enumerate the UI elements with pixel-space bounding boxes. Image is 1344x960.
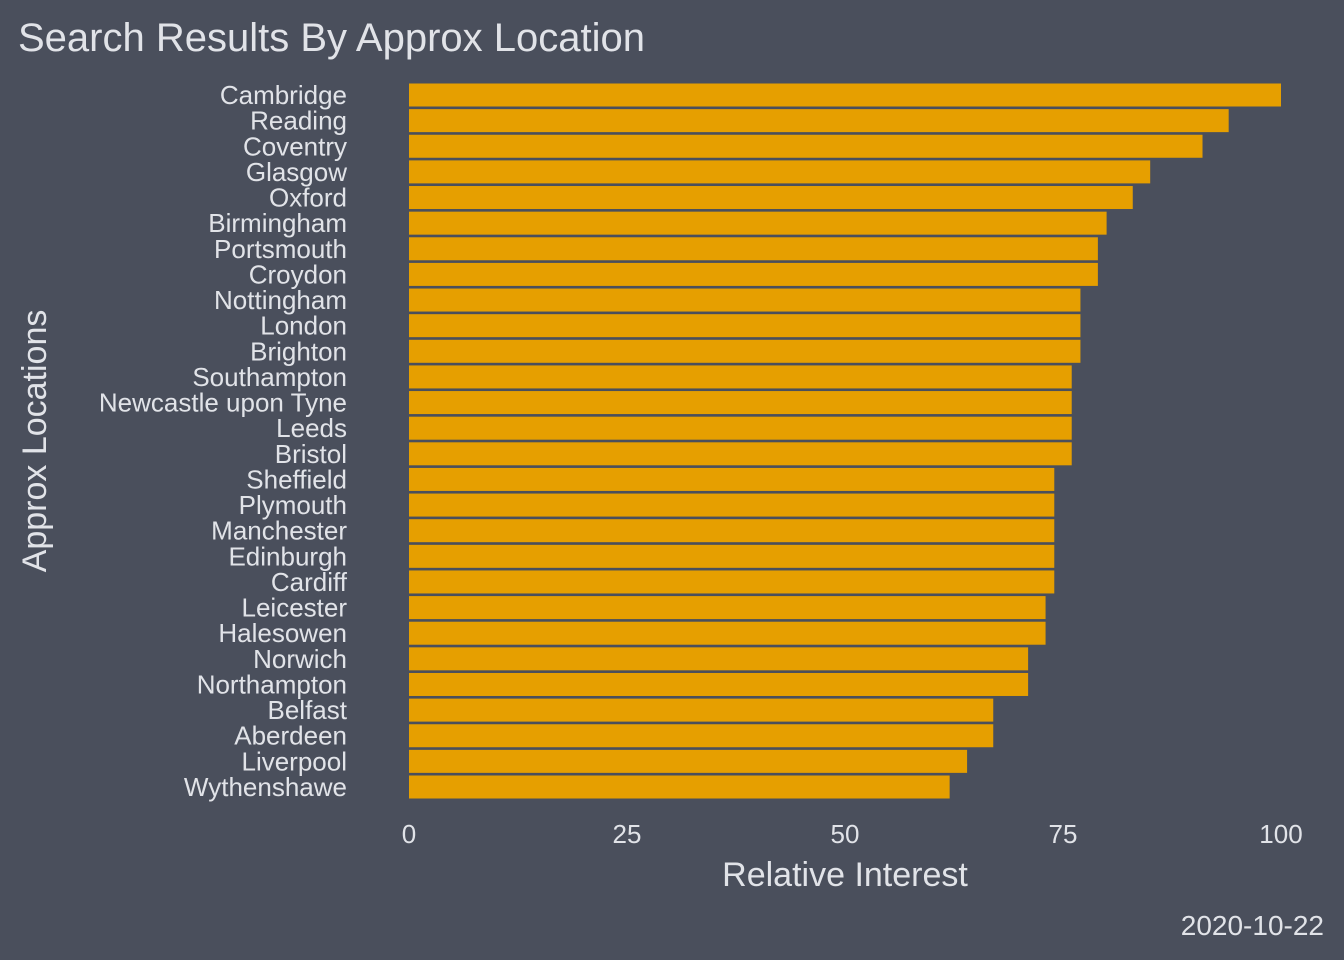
y-tick-label: Brighton [250, 336, 347, 366]
y-tick-label: Reading [250, 106, 347, 136]
bar-cambridge [409, 83, 1281, 107]
x-tick-label: 75 [1049, 819, 1078, 849]
y-tick-label: Nottingham [214, 285, 347, 315]
bar-bristol [409, 442, 1072, 466]
bar-belfast [409, 698, 994, 722]
bar-cardiff [409, 570, 1055, 594]
bar-wythenshawe [409, 775, 950, 799]
chart-title: Search Results By Approx Location [18, 16, 645, 60]
y-tick-label: Northampton [197, 669, 347, 699]
y-tick-label: Glasgow [246, 157, 347, 187]
y-tick-label: Liverpool [241, 746, 347, 776]
bar-glasgow [409, 160, 1151, 184]
y-tick-label: Manchester [211, 516, 347, 546]
bar-southampton [409, 365, 1072, 389]
bar-aberdeen [409, 724, 994, 748]
y-tick-label: Birmingham [208, 208, 347, 238]
y-tick-label: Leicester [242, 593, 348, 623]
bar-leicester [409, 596, 1046, 620]
y-tick-label: Norwich [253, 644, 347, 674]
y-tick-label: Bristol [275, 439, 347, 469]
bars-group [409, 83, 1281, 799]
bar-liverpool [409, 749, 968, 773]
bar-edinburgh [409, 544, 1055, 568]
x-tick-labels: 0 25 50 75 100 [402, 819, 1303, 849]
x-tick-label: 50 [831, 819, 860, 849]
bar-nottingham [409, 288, 1081, 312]
bar-plymouth [409, 493, 1055, 517]
y-tick-label: Coventry [243, 131, 347, 161]
bar-norwich [409, 647, 1029, 671]
x-tick-label: 100 [1259, 819, 1302, 849]
bar-reading [409, 109, 1229, 133]
bar-oxford [409, 186, 1133, 210]
bar-london [409, 314, 1081, 338]
y-tick-label: Southampton [192, 362, 347, 392]
y-tick-label: Belfast [268, 695, 348, 725]
x-tick-label: 0 [402, 819, 416, 849]
x-axis-label: Relative Interest [722, 856, 968, 894]
y-tick-label: Portsmouth [214, 234, 347, 264]
y-tick-labels: CambridgeReadingCoventryGlasgowOxfordBir… [99, 80, 348, 802]
y-tick-label: Halesowen [218, 618, 347, 648]
y-tick-label: Sheffield [246, 464, 347, 494]
bar-northampton [409, 672, 1029, 696]
y-tick-label: Cambridge [220, 80, 347, 110]
y-tick-label: London [260, 311, 347, 341]
y-tick-label: Oxford [269, 183, 347, 213]
y-tick-label: Plymouth [239, 490, 347, 520]
y-tick-label: Cardiff [271, 567, 348, 597]
bar-manchester [409, 519, 1055, 543]
bar-birmingham [409, 211, 1107, 235]
y-tick-label: Aberdeen [234, 721, 347, 751]
bar-sheffield [409, 467, 1055, 491]
bar-halesowen [409, 621, 1046, 645]
bar-newcastle-upon-tyne [409, 391, 1072, 415]
y-tick-label: Edinburgh [228, 541, 347, 571]
y-tick-label: Croydon [249, 259, 347, 289]
bar-brighton [409, 339, 1081, 363]
date-caption: 2020-10-22 [1181, 910, 1324, 941]
y-axis-label: Approx Locations [16, 310, 54, 573]
bar-coventry [409, 134, 1203, 158]
y-tick-label: Leeds [276, 413, 347, 443]
y-tick-label: Wythenshawe [184, 772, 347, 802]
bar-portsmouth [409, 237, 1098, 261]
x-tick-label: 25 [613, 819, 642, 849]
bar-croydon [409, 262, 1098, 286]
y-tick-label: Newcastle upon Tyne [99, 388, 347, 418]
bar-leeds [409, 416, 1072, 440]
